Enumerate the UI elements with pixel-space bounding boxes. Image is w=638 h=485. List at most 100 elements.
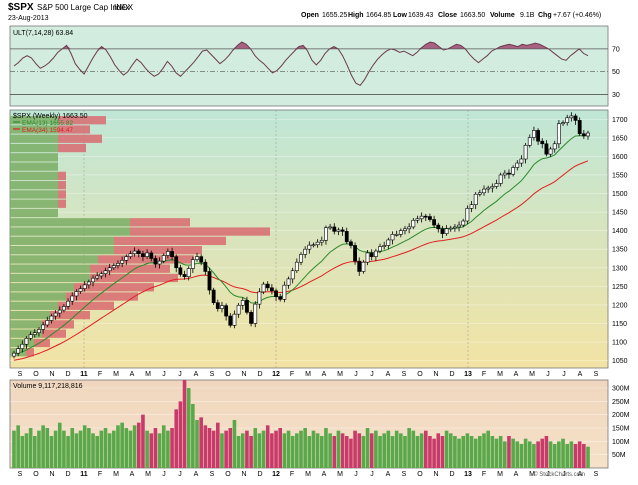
candle-body bbox=[74, 291, 79, 297]
x-tick-label: 13 bbox=[464, 371, 472, 378]
ema13-legend: EMA(13) 1655.82 bbox=[22, 120, 73, 127]
volume-bar bbox=[107, 433, 112, 468]
volume-bar bbox=[357, 433, 362, 468]
volume-bar bbox=[423, 430, 428, 468]
x-tick-label: F bbox=[98, 371, 102, 378]
volume-bar bbox=[586, 446, 590, 468]
volume-bar bbox=[132, 425, 137, 468]
candle-body bbox=[99, 273, 104, 277]
x-tick-label: 11 bbox=[80, 371, 88, 378]
candle-body bbox=[403, 228, 407, 231]
volume-bar bbox=[353, 430, 357, 468]
vbp-up-bar bbox=[10, 116, 58, 125]
volume-bar bbox=[552, 444, 557, 468]
x-tick-label: J bbox=[546, 371, 550, 378]
volume-bar bbox=[507, 436, 511, 468]
x-tick-label: S bbox=[18, 371, 23, 378]
volume-bar bbox=[82, 425, 87, 468]
x-tick-label-bottom: S bbox=[594, 471, 599, 478]
candle-body bbox=[232, 313, 237, 326]
x-tick-label-bottom: J bbox=[178, 471, 182, 478]
candle-body bbox=[324, 227, 328, 241]
candle-body bbox=[494, 183, 499, 187]
candle-body bbox=[507, 172, 511, 175]
candle-body bbox=[57, 309, 62, 314]
x-tick-label-bottom: M bbox=[305, 471, 311, 478]
price-tick-label-1450: 1450 bbox=[612, 210, 628, 217]
vbp-down-bar bbox=[26, 348, 34, 357]
candle-body bbox=[428, 216, 432, 220]
volume-bar bbox=[257, 433, 262, 468]
vbp-up-bar bbox=[10, 199, 58, 208]
candle-body bbox=[49, 315, 54, 321]
volume-bar bbox=[49, 436, 54, 468]
candle-body bbox=[157, 260, 162, 265]
volume-bar bbox=[523, 438, 528, 468]
volume-bars bbox=[12, 380, 590, 468]
candle-body bbox=[536, 130, 540, 142]
x-tick-label: M bbox=[529, 371, 535, 378]
vbp-up-bar bbox=[10, 292, 66, 301]
candles bbox=[12, 112, 590, 359]
candle-body bbox=[165, 251, 170, 256]
x-tick-label-bottom: N bbox=[241, 471, 246, 478]
ult-title: ULT(7,14,28) 63.84 bbox=[13, 30, 73, 37]
price-tick-label-1150: 1150 bbox=[612, 321, 627, 328]
volume-bar bbox=[311, 430, 316, 468]
candle-body bbox=[448, 227, 453, 230]
volume-bar bbox=[486, 430, 490, 468]
vbp-down-bar bbox=[114, 245, 202, 255]
volume-bar bbox=[62, 430, 66, 468]
vbp-up-bar bbox=[10, 208, 58, 218]
candle-body bbox=[257, 291, 262, 305]
x-tick-label: D bbox=[257, 371, 262, 378]
candle-body bbox=[28, 334, 33, 339]
x-tick-label-bottom: N bbox=[49, 471, 54, 478]
candle-body bbox=[457, 224, 461, 228]
volume-bar bbox=[428, 436, 432, 468]
volume-bar bbox=[573, 444, 578, 468]
candle-body bbox=[552, 143, 557, 150]
ult-axis: 30 50 70 bbox=[612, 46, 620, 99]
volume-bar bbox=[394, 430, 399, 468]
x-tick-label: F bbox=[290, 371, 294, 378]
candle-body bbox=[328, 226, 333, 229]
vbp-down-bar bbox=[42, 329, 66, 338]
header-close-label: Close bbox=[438, 12, 457, 19]
price-tick-label-1500: 1500 bbox=[612, 191, 628, 198]
candle-body bbox=[407, 226, 412, 230]
candle-body bbox=[415, 218, 420, 221]
volume-bar bbox=[465, 433, 470, 468]
price-tick-label-1650: 1650 bbox=[612, 135, 628, 142]
candle-body bbox=[469, 204, 474, 209]
candle-body bbox=[498, 174, 503, 184]
volume-bar bbox=[20, 436, 25, 468]
x-tick-label-bottom: A bbox=[194, 471, 199, 478]
volume-bar bbox=[290, 436, 295, 468]
candle-body bbox=[436, 224, 441, 230]
vbp-up-bar bbox=[10, 255, 98, 264]
volume-bar bbox=[307, 436, 312, 468]
volume-bar bbox=[519, 444, 524, 468]
x-tick-label-bottom: D bbox=[65, 471, 70, 478]
candle-body bbox=[91, 277, 95, 283]
candle-body bbox=[274, 290, 278, 298]
volume-bar bbox=[228, 428, 233, 468]
volume-bar bbox=[236, 436, 241, 468]
vbp-up-bar bbox=[10, 153, 58, 162]
candle-body bbox=[361, 261, 366, 272]
vbp-up-bar bbox=[10, 245, 114, 255]
x-tick-label-bottom: M bbox=[497, 471, 503, 478]
x-tick-label: M bbox=[113, 371, 119, 378]
vbp-down-bar bbox=[58, 171, 66, 181]
candle-body bbox=[62, 306, 66, 311]
x-tick-label: A bbox=[514, 371, 519, 378]
vbp-down-bar bbox=[74, 283, 154, 292]
volume-bar bbox=[170, 428, 174, 468]
volume-bar bbox=[211, 430, 216, 468]
candle-body bbox=[203, 261, 208, 272]
header-chg-value: +7.67 (+0.46%) bbox=[553, 12, 601, 19]
ult-plot bbox=[10, 41, 608, 95]
volume-bar bbox=[182, 380, 187, 468]
volume-bar bbox=[282, 433, 287, 468]
